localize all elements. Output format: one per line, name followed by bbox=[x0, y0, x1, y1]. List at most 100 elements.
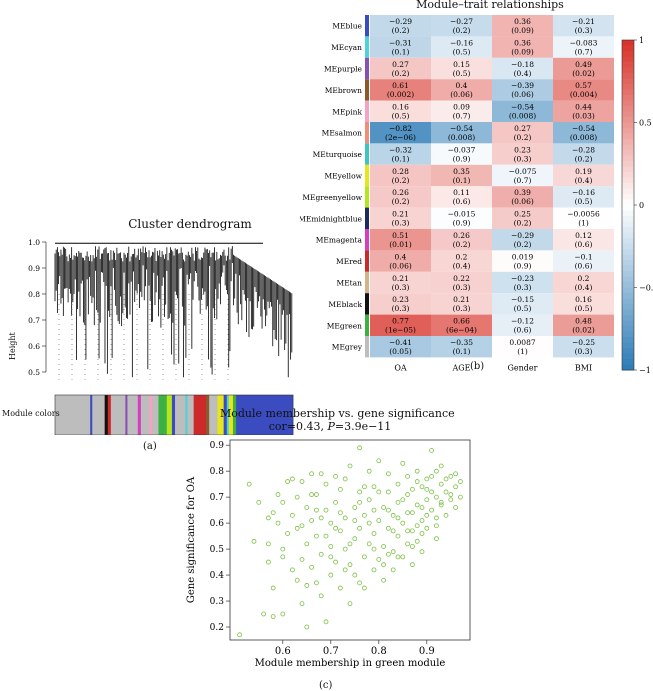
scatter-point bbox=[395, 533, 401, 539]
heatmap-cell bbox=[553, 186, 614, 208]
heatmap-cell-pvalue: (0.06) bbox=[450, 90, 473, 99]
scatter-point bbox=[376, 557, 382, 562]
colorbar-segment bbox=[622, 359, 634, 365]
colorbar-segment bbox=[622, 320, 634, 327]
scatter-point bbox=[409, 544, 415, 549]
colorbar-segment bbox=[622, 232, 634, 239]
colorbar-segment bbox=[622, 227, 634, 233]
module-color-band bbox=[110, 395, 126, 435]
scatter-point bbox=[385, 471, 391, 477]
heatmap-cell-pvalue: (0.2) bbox=[392, 176, 410, 185]
scatter-point bbox=[323, 533, 329, 539]
scatter-point bbox=[424, 486, 430, 492]
heatmap-cell-pvalue: (0.2) bbox=[514, 240, 532, 249]
heatmap-row-label: MEturquoise bbox=[313, 150, 363, 159]
scatter-point bbox=[371, 531, 377, 536]
scatter-point bbox=[405, 541, 411, 547]
scatter-point bbox=[448, 497, 454, 503]
scatter-point bbox=[376, 458, 382, 464]
scatter-point bbox=[347, 541, 353, 547]
scatter-point bbox=[376, 489, 382, 495]
heatmap-cell bbox=[370, 293, 431, 315]
heatmap-cell-corr: −0.23 bbox=[511, 274, 534, 283]
heatmap-cell-corr: −0.28 bbox=[572, 145, 595, 154]
heatmap-cell bbox=[492, 250, 553, 272]
colorbar-segment bbox=[622, 117, 634, 123]
heatmap-cell-corr: −0.31 bbox=[389, 38, 412, 47]
scatter-ytick-label: 0.6 bbox=[210, 519, 225, 529]
module-color-band bbox=[226, 395, 230, 435]
heatmap-cell-pvalue: (0.1) bbox=[392, 47, 410, 56]
scatter-point bbox=[328, 554, 334, 560]
colorbar-segment bbox=[622, 56, 634, 63]
heatmap-cell bbox=[492, 293, 553, 315]
scatter-point bbox=[275, 520, 281, 526]
colorbar-segment bbox=[622, 287, 634, 294]
scatter-point bbox=[299, 601, 305, 607]
heatmap-row-color-swatch bbox=[365, 122, 369, 144]
scatter-point bbox=[395, 554, 401, 560]
scatter-point bbox=[285, 479, 290, 484]
heatmap-cell-pvalue: (0.02) bbox=[572, 69, 595, 78]
heatmap-cell-corr: −0.25 bbox=[572, 338, 595, 347]
scatter-point bbox=[318, 515, 324, 521]
module-color-band bbox=[107, 395, 112, 435]
heatmap-cell-pvalue: (0.4) bbox=[575, 283, 593, 292]
scatter-point bbox=[419, 484, 425, 490]
heatmap-cell-corr: 0.36 bbox=[514, 38, 531, 47]
heatmap-cell bbox=[370, 143, 431, 165]
scatter-point bbox=[304, 541, 310, 547]
scatter-point bbox=[385, 507, 391, 513]
scatter-point bbox=[381, 544, 387, 549]
heatmap-row-color-swatch bbox=[365, 79, 369, 101]
scatter-point bbox=[448, 473, 454, 479]
colorbar-segment bbox=[622, 45, 634, 52]
dendrogram-ytick-label: 0.8 bbox=[28, 290, 40, 299]
colorbar-segment bbox=[622, 276, 634, 283]
scatter-point bbox=[419, 505, 425, 510]
heatmap-cell-corr: −0.015 bbox=[448, 210, 476, 219]
scatter-point bbox=[294, 577, 300, 583]
heatmap-cell bbox=[370, 314, 431, 336]
scatter-point bbox=[438, 481, 444, 487]
scatter-ytick-label: 0.3 bbox=[210, 597, 225, 607]
heatmap-cell-corr: −0.35 bbox=[450, 338, 473, 347]
scatter-point bbox=[453, 505, 459, 510]
heatmap-row-color-swatch bbox=[365, 293, 369, 315]
scatter-point bbox=[323, 619, 329, 625]
heatmap-cell bbox=[370, 336, 431, 358]
scatter-point bbox=[347, 463, 353, 469]
heatmap-cell-pvalue: (0.2) bbox=[575, 154, 593, 163]
module-color-band bbox=[171, 395, 176, 435]
heatmap-cell bbox=[370, 229, 431, 251]
heatmap-cell bbox=[492, 57, 553, 80]
colorbar-segment bbox=[622, 205, 634, 211]
colorbar-segment bbox=[622, 194, 634, 200]
heatmap-cell-corr: 0.16 bbox=[575, 295, 592, 304]
heatmap-row-label: MEmagenta bbox=[316, 236, 363, 245]
heatmap-cell-corr: −0.54 bbox=[511, 103, 534, 112]
module-color-band bbox=[90, 395, 93, 435]
heatmap-cell-pvalue: (0.9) bbox=[453, 154, 471, 163]
heatmap-cell-pvalue: (0.3) bbox=[453, 283, 471, 292]
scatter-point bbox=[323, 507, 329, 513]
heatmap-cell-pvalue: (0.5) bbox=[392, 112, 410, 121]
heatmap-cell-corr: 0.27 bbox=[514, 124, 531, 133]
heatmap-cell bbox=[431, 293, 492, 315]
module-color-band bbox=[140, 395, 150, 435]
colorbar-segment bbox=[622, 238, 634, 244]
module-color-band bbox=[92, 395, 105, 435]
scatter-point bbox=[347, 601, 353, 607]
heatmap-cell bbox=[553, 79, 614, 101]
heatmap-cell-pvalue: (0.09) bbox=[511, 47, 534, 56]
heatmap-cell-corr: 0.77 bbox=[392, 317, 409, 326]
colorbar-segment bbox=[622, 260, 634, 266]
colorbar-segment bbox=[622, 139, 634, 145]
heatmap-cell-pvalue: (0.008) bbox=[448, 133, 475, 142]
heatmap-cell-pvalue: (0.6) bbox=[575, 240, 593, 249]
scatter-point bbox=[337, 510, 343, 516]
scatter-point bbox=[361, 585, 367, 591]
scatter-point bbox=[390, 512, 396, 518]
heatmap-cell-pvalue: (0.6) bbox=[453, 197, 471, 206]
heatmap-cell-corr: −0.0056 bbox=[567, 210, 600, 219]
